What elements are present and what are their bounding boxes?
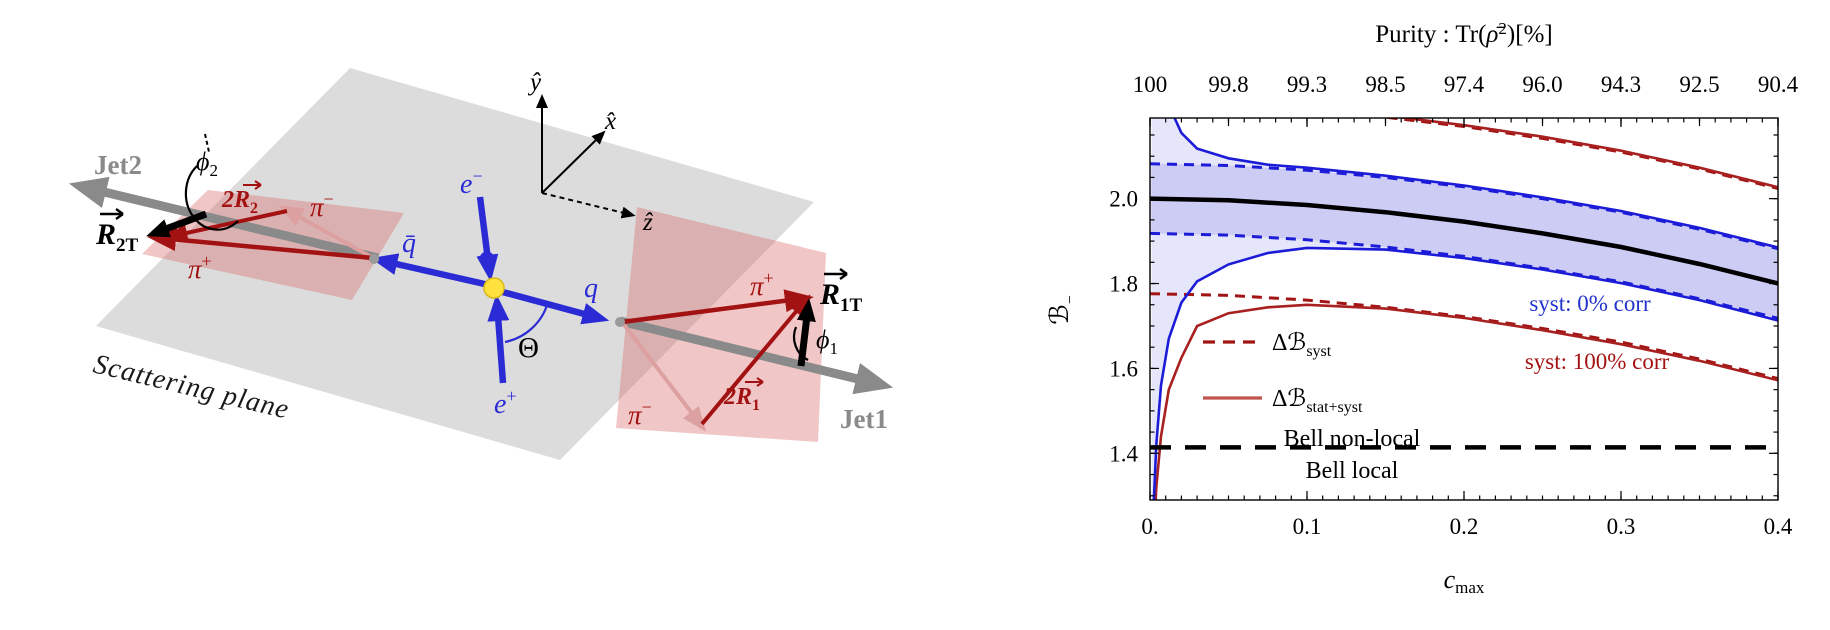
x-axis-arrow — [541, 130, 606, 194]
curve-blue_solid_up — [1173, 118, 1778, 249]
x-tick-label: 0.4 — [1764, 514, 1793, 539]
scattering-plane — [96, 68, 814, 460]
jet2-label: Jet2 — [94, 150, 142, 180]
pion-plus-jet2-arrow — [147, 228, 374, 261]
two-r2-label: 2R2 — [221, 187, 258, 217]
two-r1-label: 2R1 — [723, 384, 760, 414]
quark-arrow — [498, 287, 610, 325]
purity-tick-label: 100 — [1133, 72, 1168, 97]
y-tick-label: 2.0 — [1109, 187, 1138, 212]
quark-label: q — [584, 273, 598, 304]
xhat-label: x̂ — [604, 108, 616, 135]
purity-tick-label: 99.3 — [1287, 72, 1327, 97]
pion-minus-jet2-label: π− — [310, 189, 334, 222]
y-tick-label: 1.4 — [1109, 441, 1138, 466]
r2t-label: R2T — [95, 218, 139, 256]
r2t-vec-mark — [100, 208, 124, 220]
two-r2-arrow — [164, 209, 288, 242]
quark-endpoint — [615, 317, 625, 327]
pion-plus-jet2-label: π+ — [188, 251, 212, 284]
zhat-label: ẑ — [642, 209, 653, 236]
theta-label: Θ — [518, 332, 539, 364]
legend-dashed-label: Δℬsyst — [1272, 330, 1332, 360]
y-tick-label: 1.6 — [1109, 356, 1138, 381]
legend: Δℬsyst Δℬstat+syst — [1203, 330, 1363, 416]
bell-nonlocal-label: Bell non-local — [1284, 426, 1421, 452]
curve-red_solid_dn — [1154, 303, 1778, 500]
bell-plot: 0. 0.1 0.2 0.3 0.4 100 99.8 99.3 98.5 97.4 96.0 94.… — [1045, 19, 1799, 597]
antiquark-endpoint — [369, 254, 379, 264]
electron-arrow — [476, 196, 499, 282]
curve-red_solid_up — [1395, 118, 1778, 189]
x-tick-label: 0. — [1141, 514, 1158, 539]
band-syst-0corr — [1150, 163, 1778, 319]
pion-plus-jet1-label: π+ — [750, 268, 774, 301]
phi1-arc — [792, 326, 809, 361]
axis-tick-labels: 0. 0.1 0.2 0.3 0.4 100 99.8 99.3 98.5 97.4 96.0 94.… — [1109, 72, 1798, 539]
r1t-arrow — [796, 298, 816, 367]
bell-local-label: Bell local — [1306, 458, 1399, 484]
legend-solid-label: Δℬstat+syst — [1272, 386, 1363, 416]
positron-arrow — [487, 294, 510, 384]
syst-0corr-annotation: syst: 0% corr — [1529, 291, 1651, 316]
electron-bead — [479, 251, 495, 267]
antiquark-arrow — [370, 253, 490, 289]
yhat-label: ŷ — [527, 69, 542, 96]
purity-tick-label: 90.4 — [1758, 72, 1799, 97]
x-axis-label: cmax — [1444, 565, 1485, 597]
pion-plus-jet1-arrow — [621, 289, 814, 325]
plot-frame — [1149, 117, 1779, 501]
purity-tick-label: 99.8 — [1208, 72, 1248, 97]
two-r1-vec-mark — [745, 377, 764, 387]
y-tick-label: 1.8 — [1109, 272, 1138, 297]
positron-label: e+ — [494, 386, 517, 420]
purity-tick-label: 96.0 — [1522, 72, 1562, 97]
top-axis-title: Purity : Tr(ρ̄2)[%] — [1375, 19, 1552, 48]
purity-tick-label: 97.4 — [1444, 72, 1485, 97]
jet2-axis-arrow — [68, 176, 380, 263]
jet1-label: Jet1 — [840, 404, 888, 434]
curve-central — [1150, 196, 1778, 286]
jet1-axis-arrow — [618, 316, 894, 395]
two-r1-arrow — [700, 294, 811, 426]
r1t-label: R1T — [819, 278, 863, 316]
x-tick-label: 0.3 — [1607, 514, 1636, 539]
scattering-diagram: Jet2 Jet1 R2T R1T 2R2 2R1 π+ π− π+ π− e−… — [68, 68, 894, 460]
phi1-label: ϕ1 — [816, 325, 838, 358]
phi2-dashed-tick — [204, 133, 210, 153]
x-tick-label: 0.2 — [1450, 514, 1479, 539]
purity-tick-label: 98.5 — [1365, 72, 1405, 97]
x-tick-label: 0.1 — [1293, 514, 1322, 539]
electron-label: e− — [460, 166, 483, 200]
interaction-vertex — [483, 277, 505, 299]
r1t-vec-mark — [824, 268, 848, 280]
syst-100corr-annotation: syst: 100% corr — [1525, 349, 1670, 374]
phi2-arc — [184, 165, 239, 231]
r2t-arrow — [146, 210, 208, 238]
y-axis-label: ℬ− — [1045, 295, 1079, 324]
phi2-label: ϕ2 — [196, 147, 218, 180]
theta-arc — [504, 301, 550, 344]
uncertainty-bands — [1150, 118, 1778, 500]
curve-blue_solid_dn — [1152, 246, 1778, 500]
purity-tick-label: 92.5 — [1679, 72, 1719, 97]
antiquark-label: q̄ — [402, 228, 416, 259]
purity-tick-label: 94.3 — [1601, 72, 1641, 97]
pion-minus-jet1-arrow — [620, 320, 707, 432]
two-r2-vec-mark — [243, 180, 262, 190]
curve-red_dashed_dn — [1150, 292, 1778, 381]
pion-minus-jet1-label: π− — [628, 397, 652, 430]
pion-minus-jet2-arrow — [278, 205, 374, 260]
band-stat-syst-0corr — [1151, 118, 1778, 500]
